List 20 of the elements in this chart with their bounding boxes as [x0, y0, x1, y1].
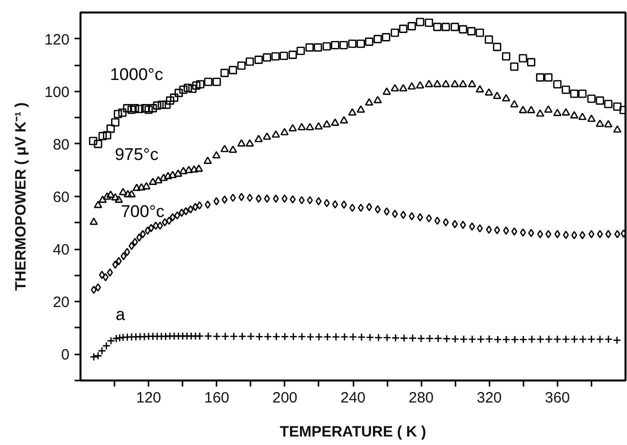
- y-tick-label: 40: [52, 242, 70, 259]
- y-tick-label: 120: [44, 31, 70, 48]
- x-tick-label: 120: [136, 390, 162, 406]
- x-tick-label: 280: [408, 390, 434, 406]
- y-tick-label: 80: [52, 136, 70, 154]
- x-tick-label: 240: [340, 390, 366, 406]
- y-tick-label: 20: [52, 294, 70, 312]
- x-tick-label: 320: [476, 390, 502, 406]
- legend-label: 1000°c: [110, 64, 164, 84]
- x-axis-title: TEMPERATURE ( K ): [280, 424, 426, 440]
- legend-label: 700°c: [120, 202, 165, 222]
- y-axis-title: THERMOPOWER ( μV K⁻¹ ): [12, 102, 30, 291]
- y-tick-label: 0: [61, 346, 70, 364]
- y-tick-label: 100: [44, 84, 70, 101]
- series-label: a: [116, 304, 126, 324]
- x-tick-label: 160: [204, 390, 230, 406]
- y-tick-label: 60: [52, 189, 70, 206]
- x-tick-label: 200: [272, 390, 298, 406]
- x-tick-label: 360: [544, 390, 570, 406]
- legend-label: 975°c: [114, 145, 159, 164]
